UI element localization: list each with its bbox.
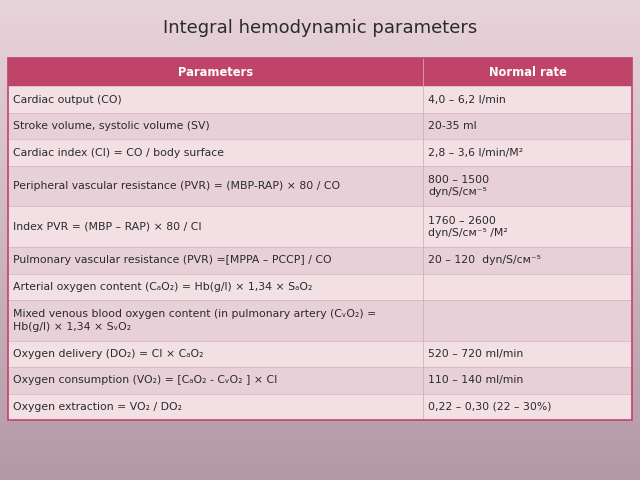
Bar — [8, 166, 632, 206]
Bar — [8, 341, 632, 367]
Text: 20-35 ml: 20-35 ml — [428, 121, 477, 131]
Text: Arterial oxygen content (CₐO₂) = Hb(g/l) × 1,34 × SₐO₂: Arterial oxygen content (CₐO₂) = Hb(g/l)… — [13, 282, 312, 292]
Text: Oxygen delivery (DO₂) = CI × CₐO₂: Oxygen delivery (DO₂) = CI × CₐO₂ — [13, 349, 204, 359]
Bar — [8, 274, 632, 300]
Text: Integral hemodynamic parameters: Integral hemodynamic parameters — [163, 19, 477, 37]
Text: Mixed venous blood oxygen content (in pulmonary artery (CᵥO₂) =
Hb(g/l) × 1,34 ×: Mixed venous blood oxygen content (in pu… — [13, 309, 376, 332]
Bar — [8, 113, 632, 139]
Text: 1760 – 2600
dyn/S/см⁻⁵ /M²: 1760 – 2600 dyn/S/см⁻⁵ /M² — [428, 216, 508, 238]
Bar — [8, 247, 632, 274]
Bar — [8, 367, 632, 394]
Text: Peripheral vascular resistance (PVR) = (MBP-RAP) × 80 / CO: Peripheral vascular resistance (PVR) = (… — [13, 181, 340, 191]
Text: 2,8 – 3,6 l/min/M²: 2,8 – 3,6 l/min/M² — [428, 147, 523, 157]
Text: Parameters: Parameters — [178, 66, 253, 79]
Text: 110 – 140 ml/min: 110 – 140 ml/min — [428, 375, 524, 385]
Bar — [8, 206, 632, 247]
Text: Pulmonary vascular resistance (PVR) =[MPPA – PCCP] / CO: Pulmonary vascular resistance (PVR) =[MP… — [13, 255, 332, 265]
Bar — [8, 139, 632, 166]
Text: Index PVR = (MBP – RAP) × 80 / CI: Index PVR = (MBP – RAP) × 80 / CI — [13, 222, 202, 232]
Text: 0,22 – 0,30 (22 – 30%): 0,22 – 0,30 (22 – 30%) — [428, 402, 552, 412]
Text: 800 – 1500
dyn/S/см⁻⁵: 800 – 1500 dyn/S/см⁻⁵ — [428, 175, 489, 197]
Text: 4,0 – 6,2 l/min: 4,0 – 6,2 l/min — [428, 95, 506, 105]
Bar — [8, 86, 632, 113]
Bar — [8, 58, 632, 86]
Bar — [8, 394, 632, 420]
Text: 520 – 720 ml/min: 520 – 720 ml/min — [428, 349, 524, 359]
Bar — [8, 58, 632, 420]
Bar — [8, 300, 632, 341]
Text: 20 – 120  dyn/S/см⁻⁵: 20 – 120 dyn/S/см⁻⁵ — [428, 255, 541, 265]
Text: Stroke volume, systolic volume (SV): Stroke volume, systolic volume (SV) — [13, 121, 210, 131]
Text: Oxygen consumption (VO₂) = [CₐO₂ - CᵥO₂ ] × CI: Oxygen consumption (VO₂) = [CₐO₂ - CᵥO₂ … — [13, 375, 277, 385]
Text: Normal rate: Normal rate — [488, 66, 566, 79]
Text: Cardiac output (CO): Cardiac output (CO) — [13, 95, 122, 105]
Text: Oxygen extraction = VO₂ / DO₂: Oxygen extraction = VO₂ / DO₂ — [13, 402, 182, 412]
Text: Cardiac index (CI) = CO / body surface: Cardiac index (CI) = CO / body surface — [13, 147, 224, 157]
